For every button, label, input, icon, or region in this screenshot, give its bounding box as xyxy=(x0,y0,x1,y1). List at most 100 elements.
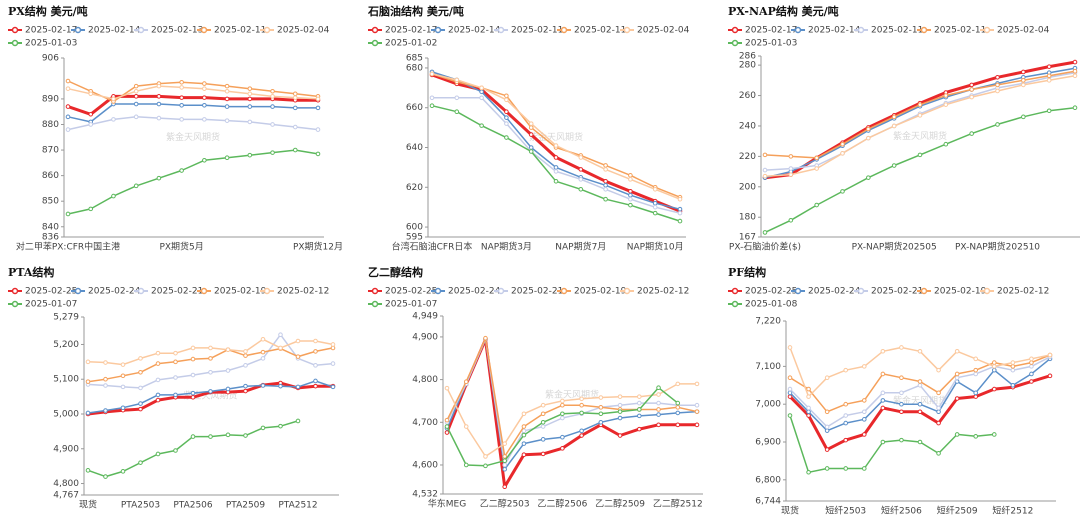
data-point xyxy=(899,401,904,407)
data-point xyxy=(880,439,886,445)
legend-marker xyxy=(371,39,379,47)
y-tick-label: 850 xyxy=(42,197,59,207)
data-point xyxy=(603,196,608,202)
data-point xyxy=(843,401,849,407)
data-point xyxy=(762,173,768,179)
legend-label: 2025-02-11 xyxy=(934,26,986,36)
data-point xyxy=(814,202,819,208)
series-line xyxy=(431,73,681,213)
data-point xyxy=(429,103,435,109)
legend-label: 2025-02-25 xyxy=(385,287,437,297)
data-point xyxy=(247,91,253,97)
data-point xyxy=(880,390,886,396)
data-point xyxy=(824,466,830,471)
data-point xyxy=(155,392,161,398)
data-point xyxy=(313,349,318,354)
data-point xyxy=(617,402,623,408)
legend-marker xyxy=(263,26,271,34)
data-point xyxy=(224,96,230,102)
data-point xyxy=(179,95,184,100)
data-point xyxy=(1029,364,1034,369)
legend-marker xyxy=(11,287,19,295)
legend-marker xyxy=(74,26,82,34)
data-point xyxy=(560,434,565,440)
data-point xyxy=(208,369,213,375)
chart-panel: 石脑油结构 美元/吨 2025-02-17 2025-02-14 2025-02-11… xyxy=(367,4,690,253)
data-point xyxy=(155,377,161,383)
data-point xyxy=(502,454,507,459)
data-point xyxy=(504,93,509,99)
y-tick-label: 5,000 xyxy=(53,409,79,419)
y-tick-label: 5,200 xyxy=(53,340,79,350)
data-point xyxy=(603,179,608,184)
chart-title: PX-NAP结构 美元/吨 xyxy=(728,4,839,18)
y-tick-label: 6,744 xyxy=(755,497,781,507)
data-point xyxy=(190,390,196,396)
data-point xyxy=(120,373,126,379)
data-point xyxy=(991,364,997,369)
data-point xyxy=(806,413,811,418)
data-point xyxy=(243,388,248,394)
data-point xyxy=(330,384,336,390)
data-point xyxy=(85,359,91,365)
data-point xyxy=(502,462,507,468)
data-point xyxy=(313,378,318,384)
x-tick-label: 短纤2512 xyxy=(992,505,1033,517)
chart-title: 石脑油结构 美元/吨 xyxy=(367,4,464,18)
data-point xyxy=(173,350,178,356)
data-point xyxy=(479,123,484,128)
data-point xyxy=(247,152,253,158)
data-point xyxy=(103,474,108,479)
data-point xyxy=(483,454,488,459)
data-point xyxy=(788,217,794,223)
data-point xyxy=(260,349,266,355)
data-point xyxy=(133,83,139,89)
data-point xyxy=(656,422,661,428)
data-point xyxy=(528,145,534,150)
data-point xyxy=(840,189,845,194)
data-point xyxy=(675,405,681,410)
data-point xyxy=(553,155,559,160)
data-point xyxy=(504,115,509,120)
data-point xyxy=(243,353,248,358)
data-point xyxy=(270,94,275,99)
y-tick-label: 680 xyxy=(406,63,423,73)
legend-label: 2025-02-14 xyxy=(448,26,501,36)
data-point xyxy=(617,409,623,414)
data-point xyxy=(677,206,683,212)
data-point xyxy=(861,409,867,415)
data-point xyxy=(861,398,867,403)
data-point xyxy=(315,105,321,111)
data-point xyxy=(995,74,1000,80)
data-point xyxy=(628,177,633,182)
data-point xyxy=(540,424,546,429)
data-point xyxy=(1046,73,1052,79)
data-point xyxy=(504,97,509,103)
x-tick-label: PX-NAP期货202510 xyxy=(955,241,1040,253)
data-point xyxy=(843,437,849,443)
legend-marker xyxy=(497,26,505,34)
data-point xyxy=(969,131,974,136)
data-point xyxy=(521,428,527,434)
data-point xyxy=(155,361,161,366)
data-point xyxy=(224,104,230,109)
data-point xyxy=(133,183,139,189)
data-point xyxy=(995,88,1000,94)
legend-marker xyxy=(497,287,505,295)
data-point xyxy=(247,86,253,91)
legend-label: 2025-02-25 xyxy=(745,287,797,297)
data-point xyxy=(278,345,283,351)
data-point xyxy=(656,392,661,397)
legend-marker xyxy=(983,287,991,295)
data-point xyxy=(225,368,231,373)
data-point xyxy=(603,186,608,192)
data-point xyxy=(295,338,301,344)
data-point xyxy=(243,433,248,438)
data-point xyxy=(330,342,336,347)
data-point xyxy=(173,448,178,453)
data-point xyxy=(861,466,867,471)
data-point xyxy=(444,417,450,423)
data-point xyxy=(502,466,507,472)
data-point xyxy=(954,432,960,437)
data-point xyxy=(502,441,507,446)
